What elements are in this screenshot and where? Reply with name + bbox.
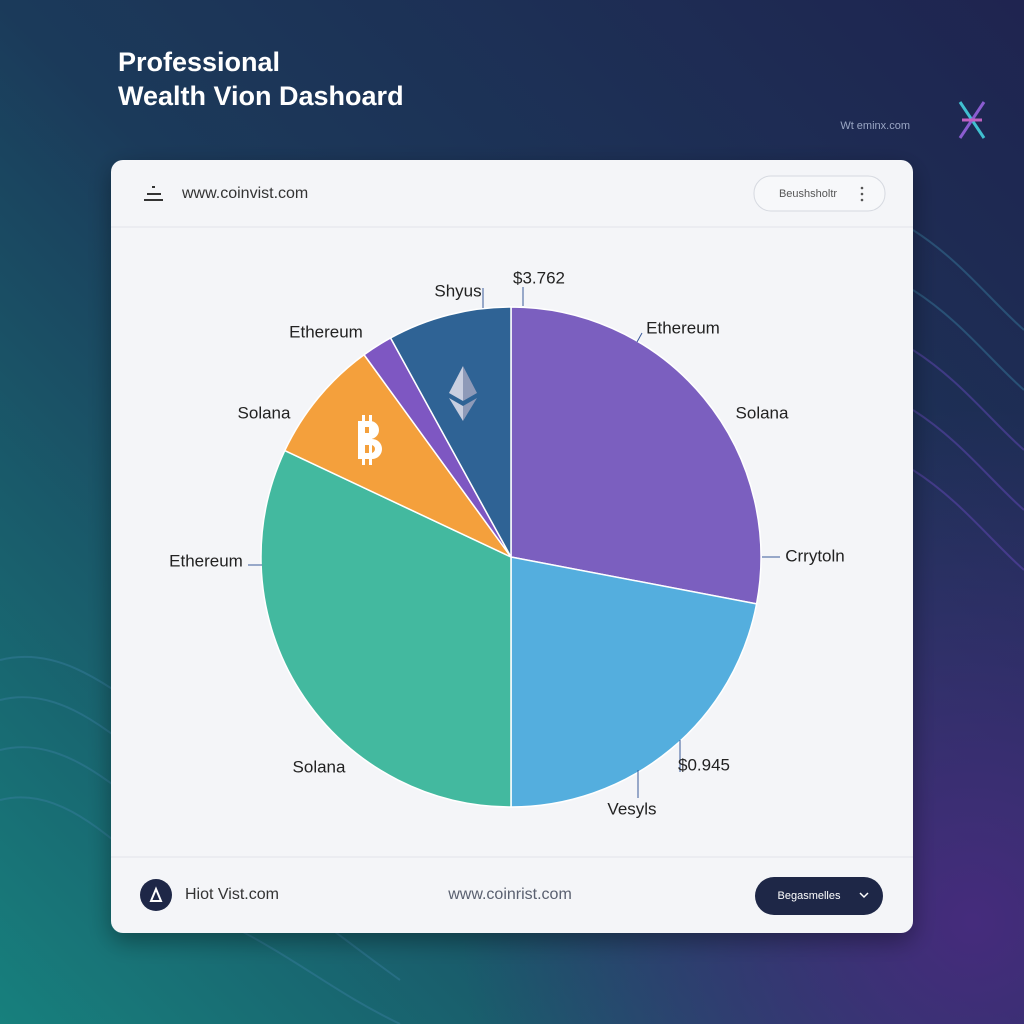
pie-slice xyxy=(389,306,512,558)
annotation: Ethereum xyxy=(646,318,720,337)
pie-slice xyxy=(260,449,512,808)
annotation: Solana xyxy=(293,757,346,776)
annotation: $3.762 xyxy=(513,268,565,287)
annotation: Solana xyxy=(736,403,789,422)
card-url: www.coinvist.com xyxy=(181,185,308,202)
footer-url[interactable]: www.coinrist.com xyxy=(447,886,572,903)
bitcoin-icon xyxy=(358,415,382,465)
card-button[interactable] xyxy=(753,175,886,212)
title-line: Professional xyxy=(118,47,280,77)
annotation: Solana xyxy=(238,403,291,422)
annotation: Shyus xyxy=(434,281,481,300)
annotation: Vesyls xyxy=(607,799,656,818)
pie-chart xyxy=(260,306,762,808)
pie-slice xyxy=(283,353,512,558)
annotation: Ethereum xyxy=(289,322,363,341)
logo xyxy=(958,101,986,139)
chevron xyxy=(859,892,869,899)
footer-button-label: Begasmelles xyxy=(778,890,841,902)
footer-button[interactable] xyxy=(755,877,883,915)
leader-line xyxy=(636,332,643,343)
more-icon[interactable] xyxy=(860,186,864,202)
site-label: Wt eminx.com xyxy=(840,120,910,132)
pie-slice xyxy=(510,306,762,605)
card-button-label: Beushsholtr xyxy=(779,188,837,200)
annotation: Ethereum xyxy=(169,551,243,570)
menu-icon[interactable] xyxy=(144,186,163,201)
brand-icon xyxy=(140,879,172,911)
brand-icon-glyph xyxy=(149,886,163,902)
footer-brand: Hiot Vist.com xyxy=(185,886,279,903)
ethereum-icon xyxy=(449,366,477,421)
pie-icons xyxy=(358,366,477,465)
pie-slice xyxy=(510,556,758,808)
title-line: Wealth Vion Dashoard xyxy=(118,81,404,111)
annotation: $0.945 xyxy=(678,755,730,774)
annotation: Crrytoln xyxy=(785,546,845,565)
annotations: Shyus $3.762 Ethereum Ethereum Solana Solana E… xyxy=(169,268,845,818)
